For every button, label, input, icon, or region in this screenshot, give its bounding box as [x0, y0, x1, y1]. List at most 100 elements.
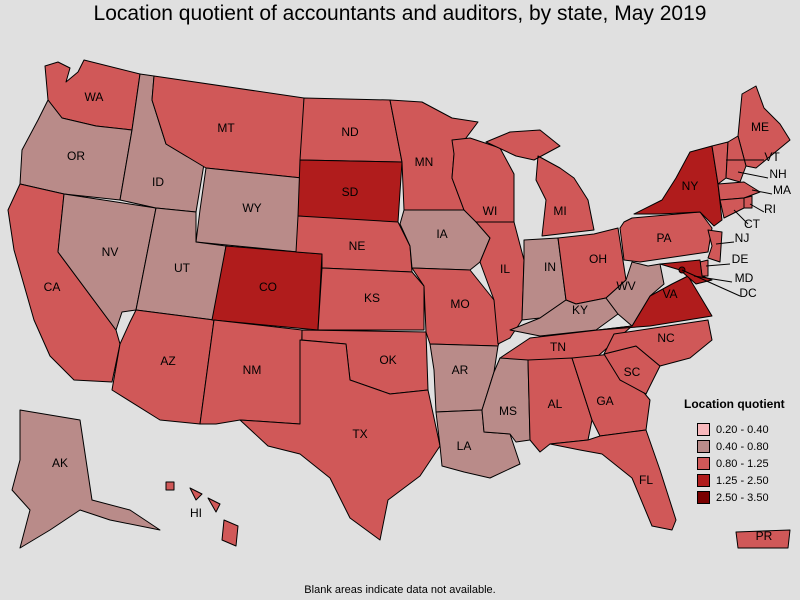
state-tx[interactable] — [239, 339, 441, 541]
state-label-fl: FL — [639, 473, 653, 487]
state-label-la: LA — [457, 439, 472, 453]
state-ct[interactable] — [719, 197, 745, 219]
state-label-mn: MN — [415, 155, 434, 169]
legend-swatch — [697, 457, 710, 470]
state-label-tx: TX — [352, 427, 367, 441]
state-label-mt: MT — [217, 121, 235, 135]
leader-line-de — [705, 263, 731, 267]
legend-label: 2.50 - 3.50 — [716, 491, 769, 504]
state-label-nv: NV — [102, 245, 119, 259]
legend-label: 0.80 - 1.25 — [716, 457, 769, 470]
state-ma[interactable] — [717, 181, 761, 201]
state-label-ut: UT — [174, 261, 191, 275]
state-label-ak: AK — [52, 456, 68, 470]
state-nh[interactable] — [725, 135, 747, 183]
state-label-wa: WA — [85, 90, 104, 104]
legend-swatch — [697, 423, 710, 436]
legend-row: 0.40 - 0.80 — [684, 438, 800, 455]
leader-line-ct — [733, 209, 749, 225]
state-label-tn: TN — [550, 340, 566, 354]
state-label-ri: RI — [764, 202, 776, 216]
states-layer — [7, 59, 791, 549]
state-label-ms: MS — [499, 404, 517, 418]
state-label-ga: GA — [596, 394, 613, 408]
state-label-me: ME — [751, 120, 769, 134]
state-pr[interactable] — [735, 529, 791, 549]
legend-swatch — [697, 474, 710, 487]
legend-row: 0.20 - 0.40 — [684, 421, 800, 438]
state-label-ks: KS — [364, 291, 380, 305]
legend-swatch — [697, 491, 710, 504]
state-label-nm: NM — [243, 363, 262, 377]
legend-title: Location quotient — [684, 397, 785, 411]
state-labels: WA OR CA NV ID MT WY UT AZ CO NM ND SD NE KS OK TX MN IA MO… — [44, 90, 791, 543]
state-label-md: MD — [735, 271, 754, 285]
leader-line-nj — [715, 241, 735, 245]
state-ks[interactable] — [317, 267, 425, 331]
legend-label: 1.25 - 2.50 — [716, 474, 769, 487]
legend-swatch — [697, 440, 710, 453]
state-label-oh: OH — [589, 252, 607, 266]
state-label-ny: NY — [682, 179, 699, 193]
state-label-az: AZ — [160, 354, 175, 368]
state-label-ky: KY — [572, 303, 588, 317]
state-label-sc: SC — [624, 365, 641, 379]
leader-line-ri — [749, 203, 765, 213]
state-label-wi: WI — [483, 204, 498, 218]
state-ri[interactable] — [743, 195, 753, 209]
state-pa[interactable] — [619, 211, 713, 263]
state-ak[interactable] — [11, 409, 161, 549]
state-nc[interactable] — [603, 319, 713, 367]
leader-lines — [681, 159, 773, 297]
map-title: Location quotient of accountants and aud… — [93, 2, 707, 25]
leader-line-nh — [737, 171, 769, 179]
state-label-nc: NC — [657, 331, 675, 345]
state-hi[interactable] — [165, 481, 239, 547]
state-wy[interactable] — [195, 167, 303, 253]
leader-line-md — [693, 275, 733, 283]
state-label-nd: ND — [341, 125, 359, 139]
state-label-ia: IA — [436, 227, 447, 241]
state-fl[interactable] — [549, 429, 677, 531]
state-label-ok: OK — [379, 353, 396, 367]
state-label-wy: WY — [242, 201, 261, 215]
leader-line-ma — [751, 189, 773, 195]
state-label-ma: MA — [773, 183, 791, 197]
state-label-pr: PR — [756, 529, 773, 543]
legend-row: 1.25 - 2.50 — [684, 472, 800, 489]
state-label-mo: MO — [450, 297, 469, 311]
state-label-pa: PA — [656, 231, 671, 245]
state-label-al: AL — [548, 397, 563, 411]
state-nj[interactable] — [707, 229, 723, 263]
state-or[interactable] — [19, 99, 133, 201]
state-label-mi: MI — [553, 204, 566, 218]
legend-label: 0.20 - 0.40 — [716, 423, 769, 436]
footnote: Blank areas indicate data not available. — [304, 584, 496, 596]
state-label-vt: VT — [764, 150, 780, 164]
leader-line-dc — [681, 269, 741, 297]
state-wv[interactable] — [605, 261, 665, 327]
state-label-de: DE — [732, 252, 749, 266]
state-label-ca: CA — [44, 280, 61, 294]
state-mi[interactable] — [485, 129, 595, 237]
state-label-dc: DC — [739, 286, 757, 300]
state-il[interactable] — [475, 221, 525, 345]
legend-row: 0.80 - 1.25 — [684, 455, 800, 472]
state-label-wv: WV — [616, 279, 635, 293]
state-label-ar: AR — [452, 363, 469, 377]
state-label-il: IL — [500, 262, 510, 276]
state-label-id: ID — [152, 175, 164, 189]
state-label-va: VA — [662, 287, 677, 301]
state-label-hi: HI — [190, 506, 202, 520]
legend: Location quotient 0.20 - 0.40 0.40 - 0.8… — [684, 397, 800, 506]
state-label-sd: SD — [342, 185, 359, 199]
state-label-in: IN — [544, 260, 556, 274]
legend-row: 2.50 - 3.50 — [684, 489, 800, 506]
state-label-or: OR — [67, 149, 85, 163]
legend-label: 0.40 - 0.80 — [716, 440, 769, 453]
state-label-nh: NH — [769, 167, 786, 181]
state-label-ne: NE — [349, 239, 366, 253]
state-label-co: CO — [259, 280, 277, 294]
state-label-ct: CT — [744, 217, 761, 231]
